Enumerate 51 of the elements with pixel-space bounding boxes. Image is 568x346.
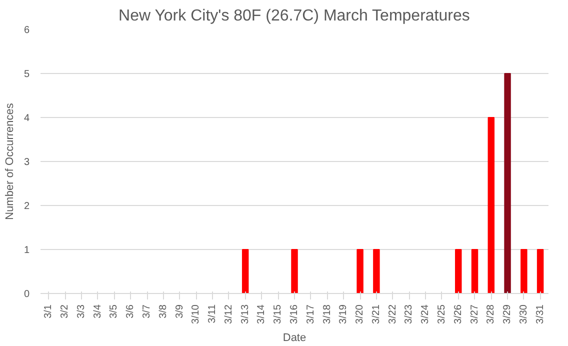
bar [471,249,478,294]
bar [242,249,249,294]
x-tick-label: 3/8 [158,304,169,318]
y-tick-label: 3 [24,157,30,168]
x-tick-label: 3/14 [256,304,268,324]
x-tick-label: 3/11 [207,304,218,324]
y-tick-label: 6 [24,25,30,36]
x-tick-label: 3/22 [387,304,398,324]
x-tick-label: 3/29 [502,304,514,324]
x-tick-label: 3/21 [370,304,382,324]
x-tick-label: 3/20 [354,304,366,324]
x-tick-label: 3/6 [125,304,136,318]
x-tick-label: 3/17 [305,304,316,324]
x-tick-label: 3/31 [534,304,546,324]
x-tick-label: 3/12 [223,304,234,324]
x-tick-label: 3/15 [272,304,284,324]
x-tick-label: 3/23 [404,304,415,324]
x-tick-label: 3/26 [452,304,464,324]
y-tick-label: 2 [24,201,30,212]
bar [520,249,528,294]
x-tick-label: 3/13 [240,304,251,324]
x-tick-label: 3/10 [190,304,202,324]
x-tick-label: 3/2 [60,304,71,318]
bar [488,117,495,294]
x-tick-label: 3/9 [174,304,186,318]
x-tick-label: 3/25 [436,304,448,324]
x-tick-label: 3/28 [486,304,497,324]
x-tick-label: 3/27 [469,304,480,324]
bar [373,249,380,294]
bar [504,73,511,294]
x-tick-label: 3/30 [518,304,530,324]
y-tick-label: 1 [24,245,30,256]
x-tick-label: 3/16 [289,304,300,324]
x-tick-label: 3/1 [43,304,54,318]
x-tick-label: 3/3 [76,304,87,318]
bar [536,249,544,294]
x-tick-label: 3/18 [322,304,333,324]
x-axis-title: Date [282,332,306,344]
bar [291,249,298,294]
x-tick-label: 3/19 [338,304,350,324]
x-tick-label: 3/7 [142,304,153,318]
y-tick-label: 0 [24,289,30,300]
chart-title: New York City's 80F (26.7C) March Temperatures [118,8,470,24]
y-tick-label: 4 [24,113,30,124]
bar [356,249,364,294]
x-tick-label: 3/5 [108,304,120,318]
y-axis-title: Number of Occurrences [4,102,16,220]
x-tick-label: 3/4 [92,304,104,318]
y-tick-label: 5 [24,69,30,80]
bar [455,249,462,294]
x-tick-label: 3/24 [420,304,432,324]
